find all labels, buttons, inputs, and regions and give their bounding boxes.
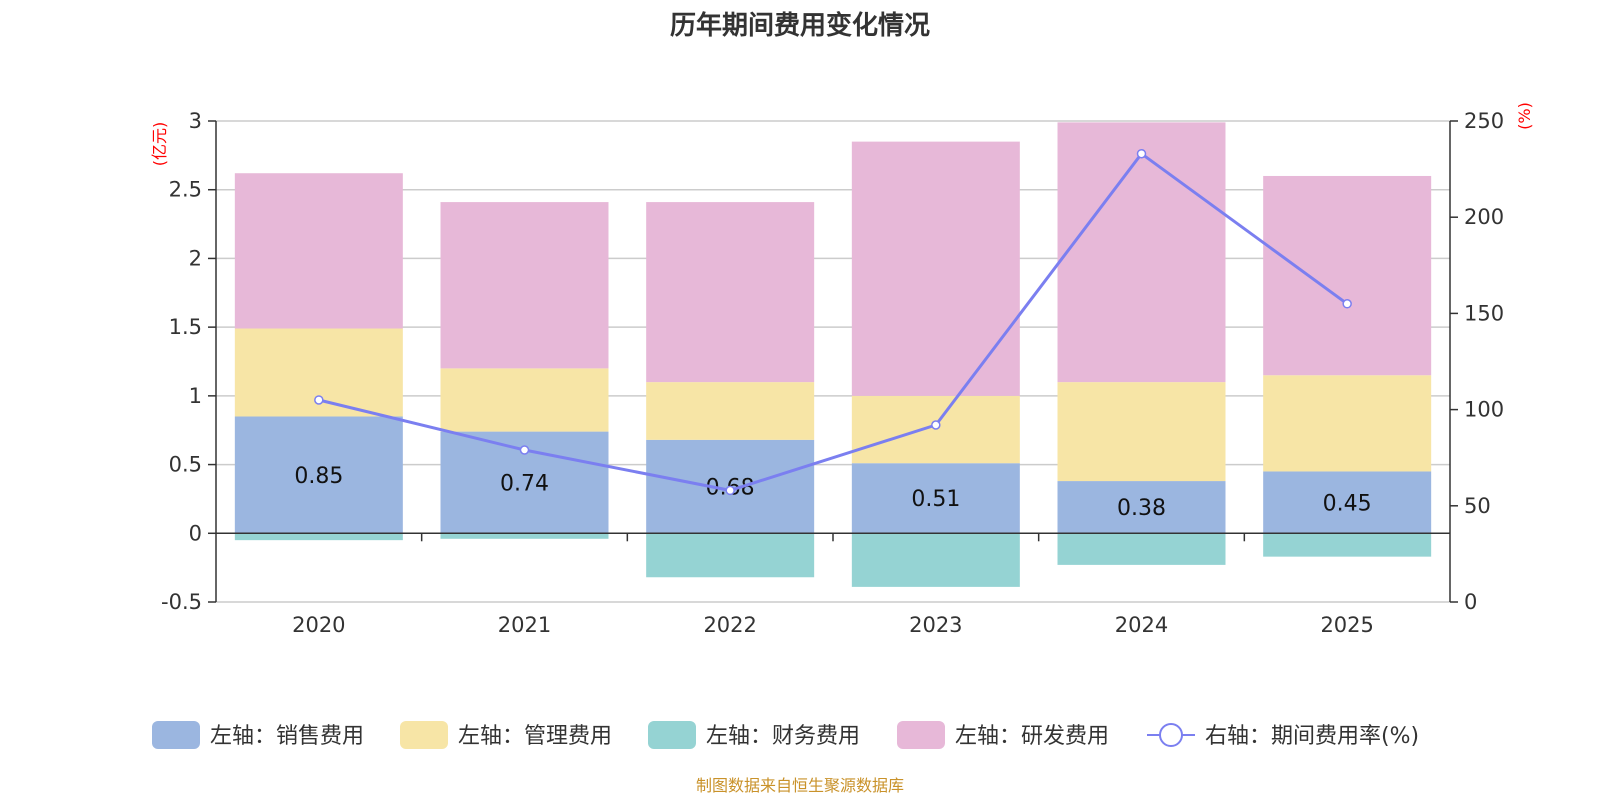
legend-swatch	[648, 721, 696, 749]
legend-label: 右轴：期间费用率(%)	[1205, 724, 1419, 749]
bar-data-label: 0.85	[294, 464, 343, 489]
rate-point-2021	[519, 445, 530, 455]
chart-title: 历年期间费用变化情况	[670, 10, 930, 41]
bar-segment-s1-2021	[440, 368, 609, 432]
right-tick-label: 200	[1464, 205, 1504, 229]
bar-segment-s1-2024	[1057, 382, 1226, 482]
bar-segment-s1-2025	[1263, 375, 1432, 472]
bar-segment-s3-2024	[1057, 122, 1226, 383]
legend-swatch	[897, 721, 945, 749]
left-axis-unit: (亿元)	[150, 122, 169, 167]
left-tick-label: 1	[189, 384, 202, 408]
bar-segment-s2-2025	[1263, 533, 1432, 557]
rate-line-path	[318, 151, 1349, 492]
x-tick-label: 2021	[498, 613, 551, 637]
rate-point-2022	[725, 485, 735, 496]
left-tick-label: 0	[189, 521, 202, 545]
right-tick-label: 100	[1464, 398, 1504, 422]
right-tick-label: 0	[1464, 590, 1477, 614]
bar-segment-s2-2021	[440, 533, 609, 539]
right-axis-unit: (%)	[1515, 102, 1534, 130]
bar-segment-s1-2022	[646, 382, 815, 440]
left-tick-label: 2.5	[169, 178, 202, 202]
left-tick-label: 2	[189, 246, 202, 270]
legend-label: 左轴：销售费用	[210, 724, 364, 749]
right-tick-label: 50	[1464, 494, 1491, 518]
left-tick-label: 1.5	[169, 315, 202, 339]
rate-point-2025	[1342, 299, 1352, 309]
legend-swatch	[152, 721, 200, 749]
bar-segment-s2-2022	[646, 533, 815, 578]
bar-series	[234, 122, 1432, 587]
right-tick-label: 150	[1464, 301, 1504, 325]
bar-segment-s3-2023	[851, 141, 1020, 396]
bar-segment-s3-2025	[1263, 175, 1432, 376]
bar-data-label: 0.51	[911, 487, 960, 512]
left-tick-label: -0.5	[161, 590, 202, 614]
legend-label: 左轴：研发费用	[955, 724, 1109, 749]
x-tick-label: 2024	[1115, 613, 1168, 637]
legend-marker	[1159, 723, 1183, 747]
bar-segment-s0-2024	[1057, 481, 1226, 534]
bar-segment-s0-2025	[1263, 471, 1432, 534]
bar-segment-s0-2023	[851, 463, 1020, 534]
bar-segment-s3-2022	[646, 202, 815, 383]
legend: 左轴：销售费用 左轴：管理费用 左轴：财务费用 左轴：研发费用 右轴：期间费用率(%)	[152, 721, 1419, 749]
rate-point-2024	[1136, 148, 1147, 159]
bar-segment-s2-2020	[234, 533, 403, 541]
bar-data-label: 0.45	[1323, 491, 1372, 516]
bar-segment-s3-2021	[440, 202, 609, 369]
x-tick-label: 2022	[703, 613, 756, 637]
rate-point-2023	[931, 420, 941, 430]
bar-segment-s2-2024	[1057, 533, 1226, 565]
rate-line	[314, 148, 1352, 496]
left-tick-label: 0.5	[169, 453, 202, 477]
x-tick-label: 2025	[1320, 613, 1373, 637]
rate-point-2020	[314, 395, 324, 405]
x-tick-label: 2023	[909, 613, 962, 637]
right-tick-label: 250	[1464, 109, 1504, 133]
gridlines	[216, 120, 1450, 603]
bar-segment-s0-2020	[234, 416, 403, 534]
x-tick-label: 2020	[292, 613, 345, 637]
bar-segment-s2-2023	[851, 533, 1020, 587]
legend-label: 左轴：管理费用	[458, 724, 612, 749]
bar-segment-s3-2020	[234, 173, 403, 329]
source-note: 制图数据来自恒生聚源数据库	[696, 776, 904, 795]
bar-data-label: 0.74	[500, 471, 549, 496]
bar-data-label: 0.38	[1117, 496, 1166, 521]
legend-label: 左轴：财务费用	[706, 724, 860, 749]
left-tick-label: 3	[189, 109, 202, 133]
legend-swatch	[400, 721, 448, 749]
bar-labels: 0.850.740.680.510.380.45	[294, 464, 1371, 521]
